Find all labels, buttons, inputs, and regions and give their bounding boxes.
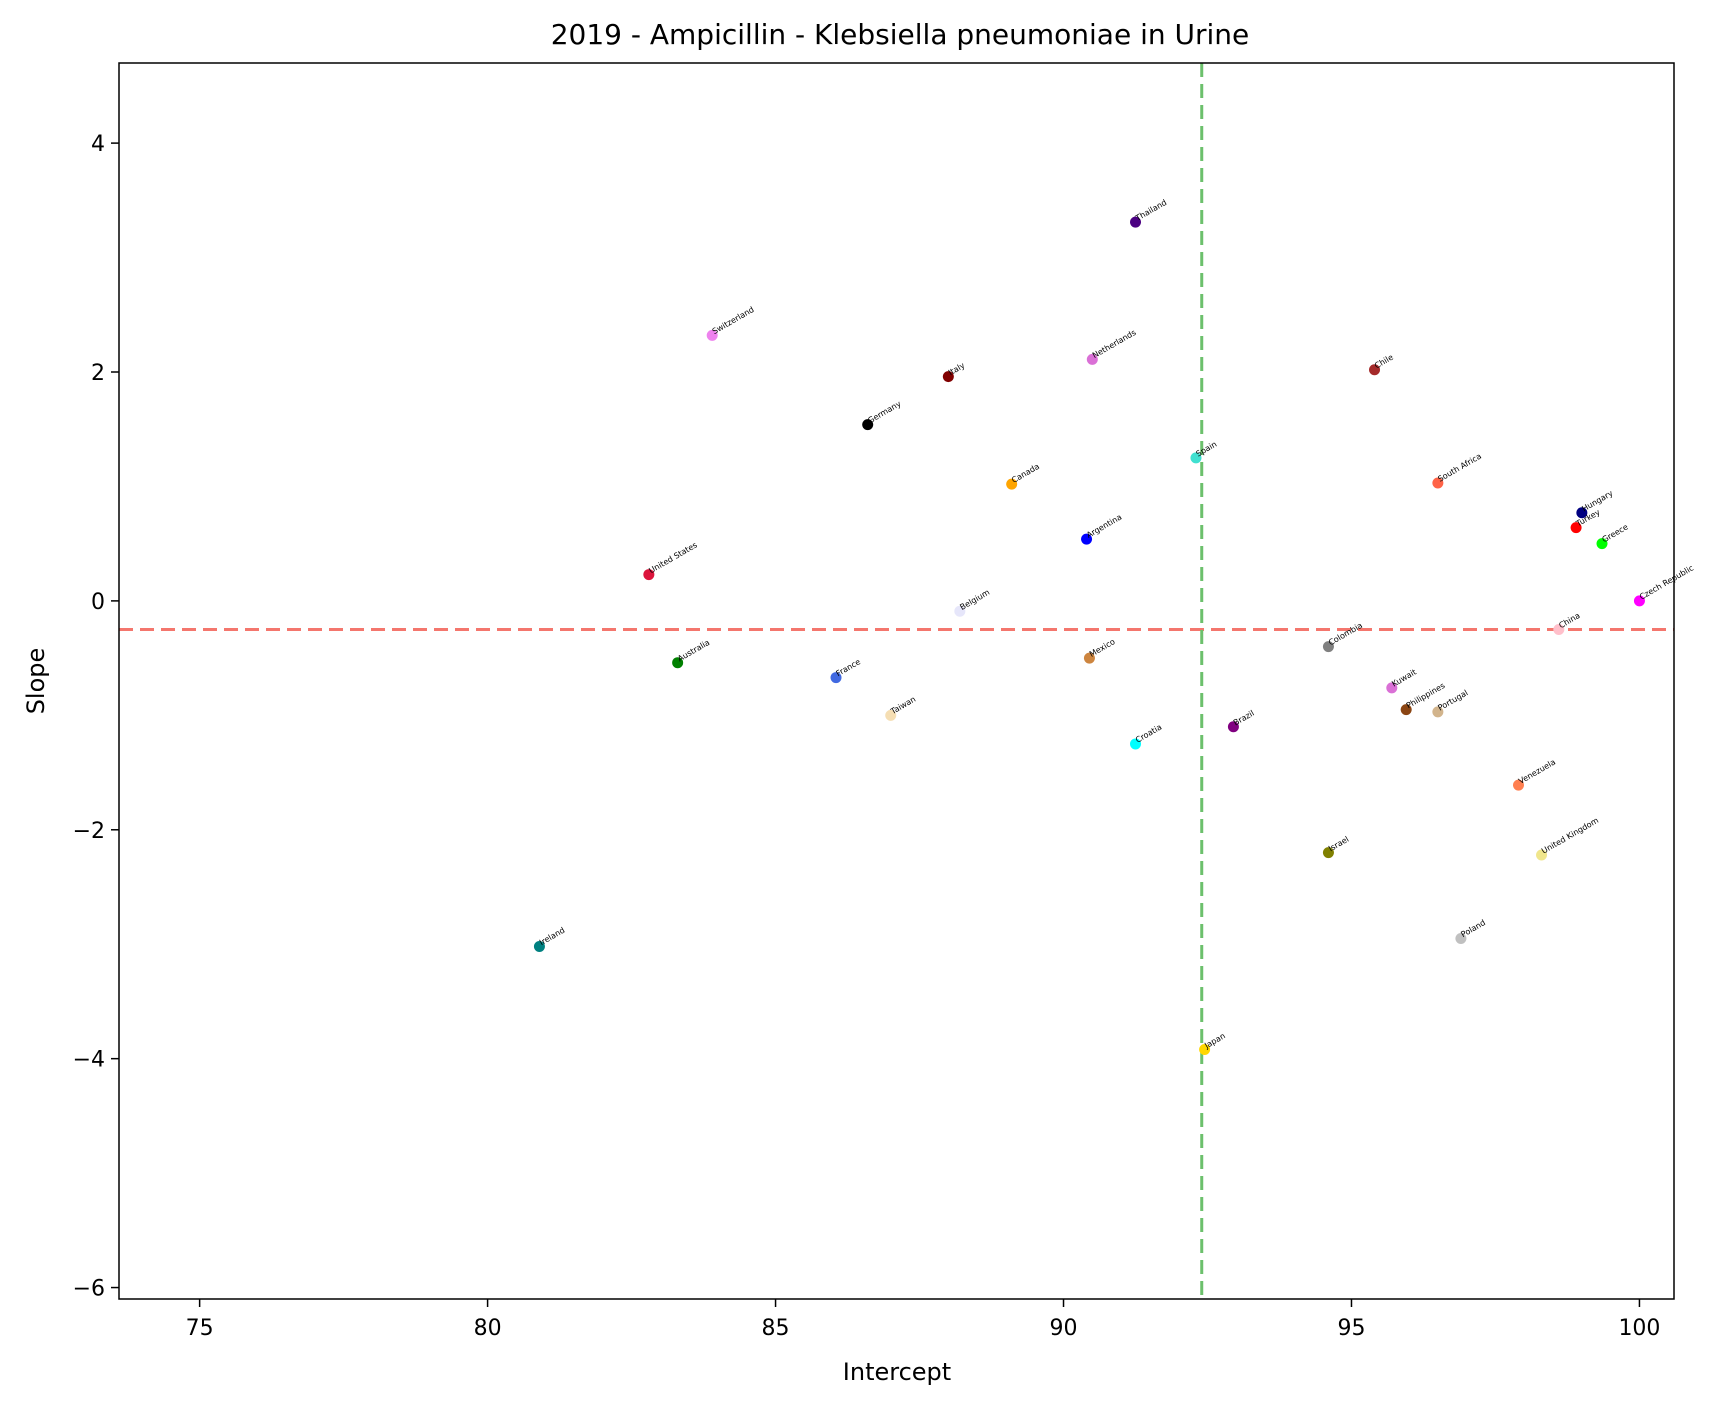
data-point <box>1322 641 1334 653</box>
x-tick-label: 85 <box>762 1316 790 1341</box>
data-point <box>862 419 874 431</box>
data-point <box>1553 624 1565 635</box>
data-point <box>1199 1044 1211 1056</box>
y-tick-label: 2 <box>91 361 105 386</box>
data-point <box>1086 353 1098 365</box>
y-tick-label: −6 <box>73 1277 105 1302</box>
data-point <box>830 672 842 684</box>
data-point <box>1369 364 1381 376</box>
y-tick-label: −4 <box>73 1048 105 1073</box>
data-point <box>1455 933 1467 944</box>
data-point <box>1227 721 1239 733</box>
data-point <box>1386 682 1398 694</box>
data-point <box>1006 478 1018 490</box>
y-axis-ticks: 4 2 0 −2 −4 −6 <box>73 132 119 1302</box>
data-point <box>1322 847 1334 859</box>
y-tick-label: 4 <box>91 132 105 157</box>
data-point <box>1130 216 1142 228</box>
data-point <box>885 709 897 721</box>
data-point <box>1536 849 1548 861</box>
data-point <box>1570 522 1582 534</box>
x-tick-label: 75 <box>186 1316 214 1341</box>
y-tick-label: −2 <box>73 819 105 844</box>
data-point <box>1633 595 1645 607</box>
data-point <box>954 605 966 617</box>
data-point <box>1513 779 1524 791</box>
x-tick-label: 100 <box>1618 1316 1660 1341</box>
data-point <box>672 657 684 669</box>
data-point <box>1130 738 1142 750</box>
x-tick-label: 90 <box>1050 1316 1078 1341</box>
x-tick-label: 95 <box>1337 1316 1365 1341</box>
data-point <box>643 569 655 581</box>
reference-lines <box>119 63 1674 1299</box>
plot-area-frame <box>118 62 1675 1300</box>
data-point <box>1576 507 1588 519</box>
x-axis-label: Intercept <box>843 1358 951 1386</box>
y-tick-label: 0 <box>91 590 105 615</box>
data-point <box>1432 706 1444 718</box>
data-point <box>1400 704 1412 716</box>
data-point <box>1596 538 1608 550</box>
data-point <box>706 329 718 341</box>
x-tick-label: 80 <box>474 1316 502 1341</box>
data-point <box>1083 652 1095 664</box>
data-point <box>1190 452 1202 464</box>
chart-title: 2019 - Ampicillin - Klebsiella pneumonia… <box>551 18 1250 51</box>
data-point <box>1081 533 1093 545</box>
x-axis-ticks: 75 80 85 90 95 100 <box>186 1299 1660 1341</box>
data-point <box>533 941 545 953</box>
y-axis-label: Slope <box>22 648 50 715</box>
data-point <box>1432 477 1444 489</box>
data-point <box>942 371 954 383</box>
